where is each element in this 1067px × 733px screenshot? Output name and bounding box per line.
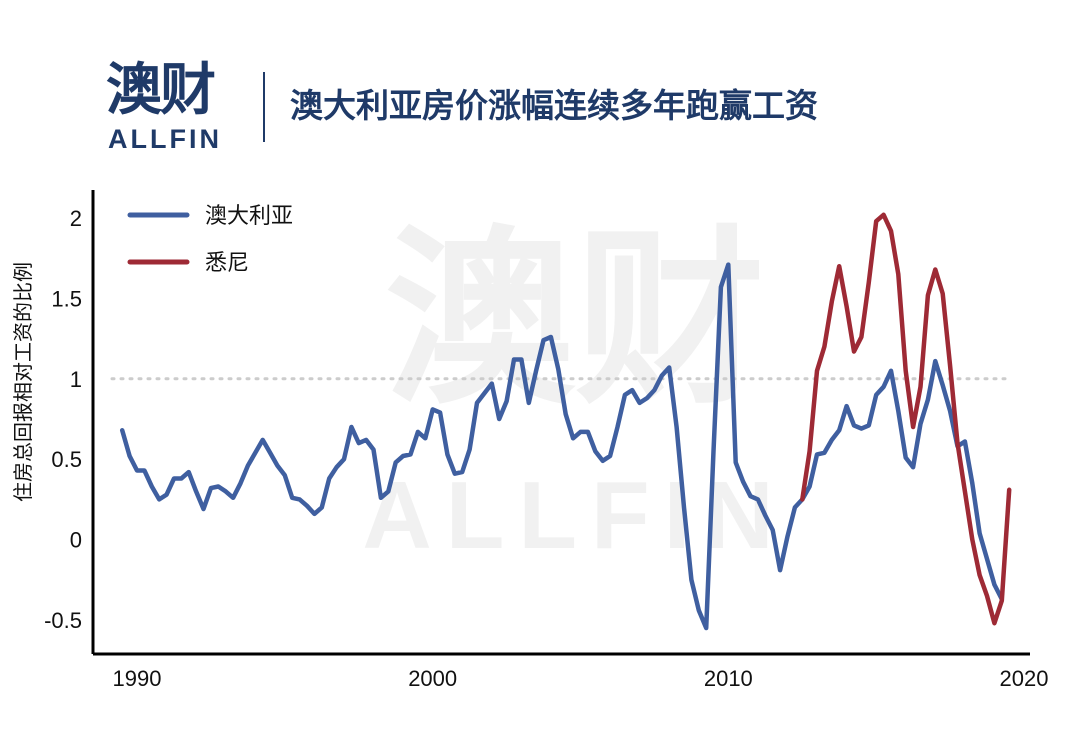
y-axis-label: 住房总回报相对工资的比例 xyxy=(11,262,35,502)
legend-label-australia: 澳大利亚 xyxy=(205,204,293,229)
x-tick-label: 2020 xyxy=(1000,666,1049,691)
y-tick-label: 1 xyxy=(70,367,82,392)
brand-name-cn: 澳财 xyxy=(106,58,216,123)
series-line-australia xyxy=(119,262,1005,631)
x-tick-label: 2000 xyxy=(408,666,457,691)
y-tick-label: 1.5 xyxy=(51,286,82,311)
x-tick-label: 1990 xyxy=(113,666,162,691)
legend-label-sydney: 悉尼 xyxy=(205,251,249,276)
y-tick-label: 2 xyxy=(70,206,82,231)
x-tick-label: 2010 xyxy=(704,666,753,691)
watermark-cn: 澳财 xyxy=(385,209,765,430)
tick-labels: 2 1.5 1 0.5 0 -0.5 1990 2000 2010 2020 xyxy=(44,206,1048,691)
y-tick-label: 0 xyxy=(70,528,82,553)
axes xyxy=(91,190,1030,656)
watermark: 澳财 ALLFIN xyxy=(362,209,787,569)
series-lines xyxy=(119,212,1012,631)
y-tick-label: 0.5 xyxy=(51,447,82,472)
header-divider xyxy=(263,72,265,142)
y-tick-label: -0.5 xyxy=(44,608,82,633)
series-line-sydney xyxy=(800,212,1012,626)
page-title: 澳大利亚房价涨幅连续多年跑赢工资 xyxy=(290,86,818,125)
brand-name-en: ALLFIN xyxy=(108,124,222,154)
brand-logo: 澳财 ALLFIN xyxy=(106,60,236,155)
watermark-en: ALLFIN xyxy=(362,462,787,569)
